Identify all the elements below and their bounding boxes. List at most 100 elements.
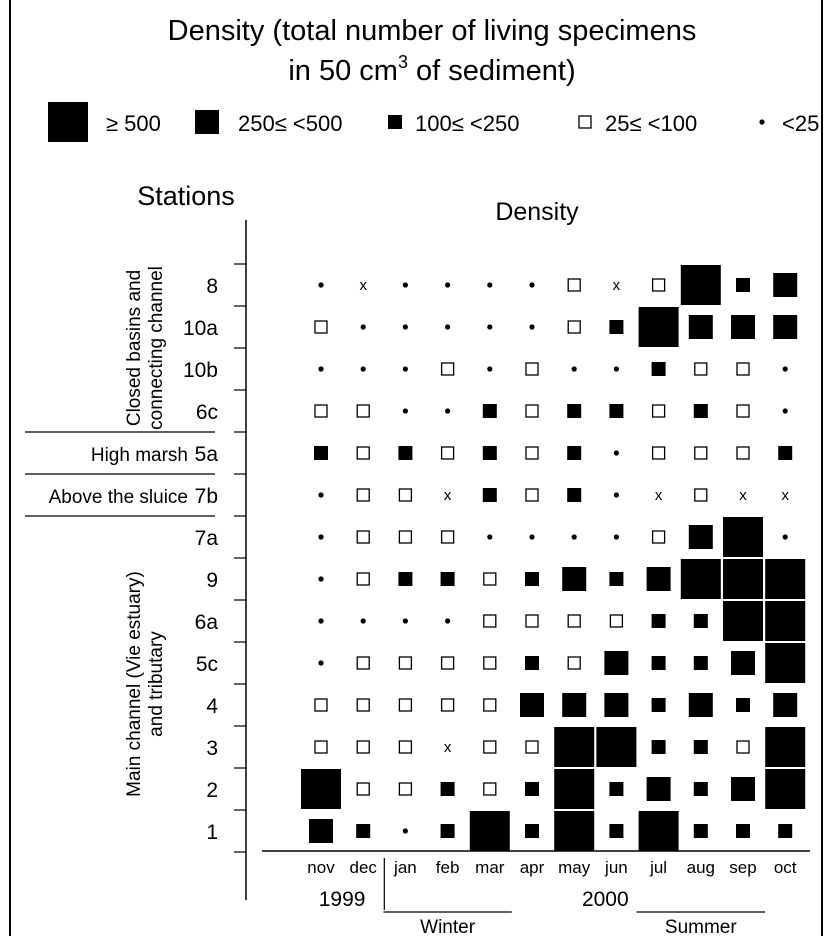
cell-2-sep [731, 777, 755, 801]
cell-9-sep [723, 559, 763, 599]
station-label: 5c [196, 653, 218, 676]
cell-5a-apr [525, 446, 539, 460]
cell-10b-mar [487, 366, 493, 372]
cell-6c-apr [525, 404, 539, 418]
group-label: Above the sluice [49, 487, 188, 508]
cell-6c-dec [356, 404, 370, 418]
cell-8-jul [651, 278, 666, 292]
cell-10b-apr [525, 362, 539, 376]
cell-5c-nov [318, 660, 324, 666]
cell-5c-jul [651, 656, 666, 670]
cell-10b-nov [318, 366, 324, 372]
cell-9-may [562, 567, 587, 591]
cell-9-nov [318, 576, 324, 582]
cell-2-jul [646, 777, 671, 801]
cell-10a-oct [773, 315, 798, 339]
cell-5c-aug [693, 656, 708, 670]
station-labels: 8 10a 10b 6c 5a 7b 7a 9 6a 5c 4 3 2 1 [183, 275, 218, 844]
cell-4-feb [440, 698, 455, 712]
cell-5a-jul [651, 446, 666, 460]
cell-6a-apr [525, 614, 539, 628]
group-label: High marsh [91, 445, 188, 466]
cell-7b-jul: x [655, 487, 663, 504]
cell-6a-may [567, 614, 581, 628]
legend-label-s: 25≤ <100 [605, 111, 697, 136]
cell-3-may [554, 727, 595, 767]
cell-9-dec [356, 572, 370, 586]
cell-6a-aug [693, 614, 708, 628]
cell-4-mar [483, 698, 497, 712]
cell-1-nov [309, 819, 333, 843]
cell-6a-sep [723, 601, 763, 641]
cell-6a-jan [402, 618, 408, 624]
cell-2-dec [356, 782, 370, 796]
cell-7a-feb [440, 530, 455, 544]
legend-symbol-l [195, 110, 219, 134]
legend-symbol-m [388, 115, 402, 129]
cell-1-jun [609, 824, 624, 838]
legend: ≥ 500 250≤ <500 100≤ <250 25≤ <100 <25 [48, 102, 819, 142]
cell-4-dec [356, 698, 370, 712]
cell-7b-sep: x [739, 487, 747, 504]
cell-3-mar [483, 740, 497, 754]
cell-8-dec: x [359, 277, 367, 294]
cell-4-apr [520, 693, 544, 717]
cell-7a-apr [529, 534, 535, 540]
station-label: 2 [206, 779, 218, 802]
cell-4-jun [604, 693, 629, 717]
cell-2-oct [765, 769, 806, 809]
cell-5c-dec [356, 656, 370, 670]
cell-10b-jan [402, 366, 408, 372]
cell-8-jan [402, 282, 408, 288]
cell-4-oct [773, 693, 798, 717]
cell-9-aug [680, 559, 721, 599]
cell-9-oct [765, 559, 806, 599]
cell-5a-jan [398, 446, 413, 460]
cell-4-nov [314, 698, 328, 712]
cell-6c-oct [782, 408, 788, 414]
legend-label-xl: ≥ 500 [106, 111, 161, 136]
month-label-sep: sep [729, 858, 756, 877]
period-labels: 1999 2000 Winter Summer [319, 858, 765, 936]
cell-5a-may [567, 446, 582, 460]
season-label-summer: Summer [665, 917, 737, 936]
cell-5c-sep [731, 651, 755, 675]
cell-6a-mar [483, 614, 497, 628]
month-label-jun: jun [604, 858, 628, 877]
y-axis-title: Stations [137, 181, 235, 211]
cell-7b-may [567, 488, 582, 502]
cell-10a-feb [445, 324, 451, 330]
cell-9-jul [646, 567, 671, 591]
legend-label-m: 100≤ <250 [415, 111, 519, 136]
cell-1-apr [525, 824, 539, 838]
cell-6c-jun [609, 404, 624, 418]
cell-5a-aug [694, 446, 708, 460]
cell-7b-feb: x [444, 487, 452, 504]
cell-10b-feb [440, 362, 455, 376]
cell-1-jan [402, 828, 408, 834]
cell-8-feb [445, 282, 451, 288]
cell-8-oct [773, 273, 798, 297]
cell-7b-jan [398, 488, 413, 502]
chart-title-line2-text: in 50 cm [288, 55, 398, 87]
cell-7a-nov [318, 534, 324, 540]
cell-2-may [554, 769, 595, 809]
cell-5a-dec [356, 446, 370, 460]
station-label: 6a [195, 611, 219, 634]
cell-5c-jun [604, 651, 629, 675]
year-label-2000: 2000 [582, 888, 629, 911]
cell-1-jul [638, 811, 679, 851]
cell-5a-oct [778, 446, 793, 460]
station-label: 3 [206, 737, 218, 760]
cell-6c-sep [736, 404, 750, 418]
cell-4-aug [688, 693, 713, 717]
station-label: 10b [183, 359, 218, 382]
cell-5a-nov [314, 446, 328, 460]
chart-subtitle: Density [495, 198, 579, 226]
cell-7a-jul [651, 530, 666, 544]
cell-10b-jul [651, 362, 666, 376]
cell-9-jan [398, 572, 413, 586]
cell-7a-sep [723, 517, 763, 557]
cell-7b-jun [613, 492, 620, 498]
cell-1-sep [736, 824, 750, 838]
